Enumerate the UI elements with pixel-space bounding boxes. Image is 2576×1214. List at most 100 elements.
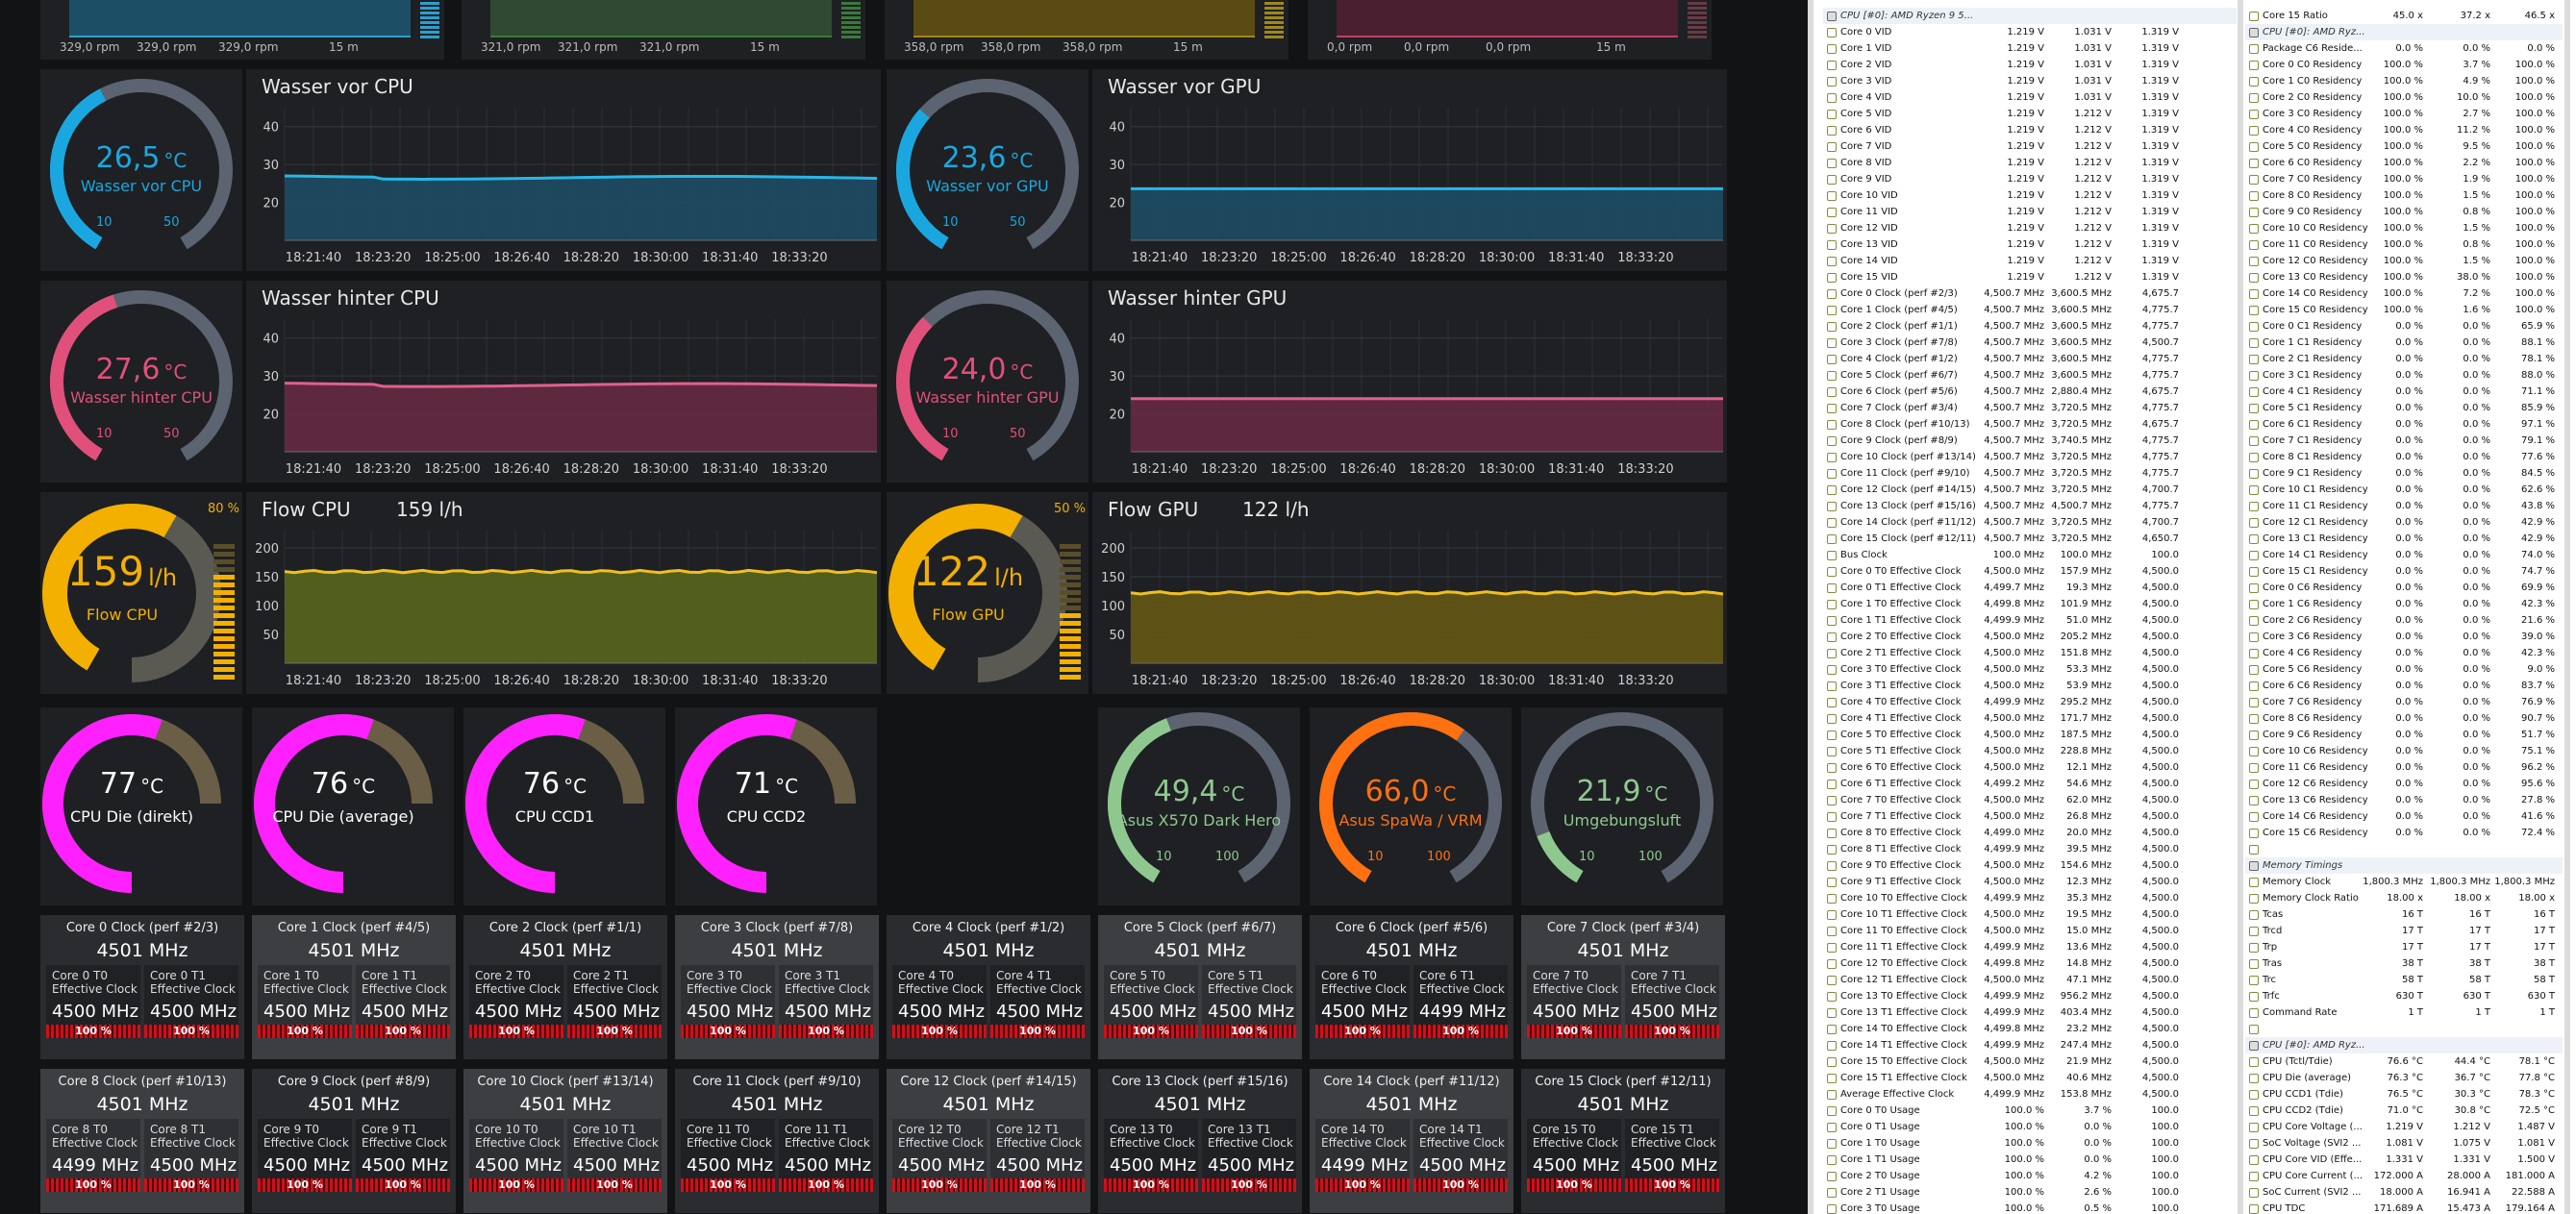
sensor-row[interactable]: Core 8 VID 1.219 V 1.212 V 1.319 V <box>1823 155 2237 171</box>
sensor-row[interactable]: Core 14 T1 Effective Clock 4,499.9 MHz 247… <box>1823 1037 2237 1053</box>
sensor-row[interactable]: Core 13 C0 Residency 100.0 % 38.0 % 100.0 % <box>2245 269 2563 285</box>
sensor-row[interactable]: Core 9 C0 Residency 100.0 % 0.8 % 100.0 % <box>2245 204 2563 220</box>
sensor-row[interactable]: Core 15 C0 Residency 100.0 % 1.6 % 100.0 % <box>2245 302 2563 318</box>
sensor-row[interactable]: Memory Clock Ratio 18.00 x 18.00 x 18.00 x <box>2245 890 2563 906</box>
sensor-row[interactable]: Core 12 Clock (perf #14/15) 4,500.7 MHz 3,… <box>1823 482 2237 498</box>
sensor-row[interactable]: Core 2 VID 1.219 V 1.031 V 1.319 V <box>1823 57 2237 73</box>
sensor-group-header[interactable]: Memory Timings <box>2245 857 2563 874</box>
sensor-row[interactable]: Core 15 Clock (perf #12/11) 4,500.7 MHz 3,… <box>1823 531 2237 547</box>
sensor-row[interactable]: CPU Die (average) 76.3 °C 36.7 °C 77.8 °C <box>2245 1070 2563 1086</box>
sensor-row[interactable]: Average Effective Clock 4,499.9 MHz 153.8 … <box>1823 1086 2237 1103</box>
sensor-row[interactable]: Core 0 T1 Effective Clock 4,499.7 MHz 19.3… <box>1823 580 2237 596</box>
sensor-row[interactable]: Core 6 T1 Effective Clock 4,499.2 MHz 54.6… <box>1823 776 2237 792</box>
sensor-row[interactable]: Core 5 Clock (perf #6/7) 4,500.7 MHz 3,600… <box>1823 367 2237 384</box>
sensor-row[interactable]: Core 2 T1 Usage 100.0 % 2.6 % 100.0 <box>1823 1184 2237 1201</box>
sensor-row[interactable]: Core 8 C1 Residency 0.0 % 0.0 % 77.6 % <box>2245 449 2563 465</box>
sensor-row[interactable]: Core 3 VID 1.219 V 1.031 V 1.319 V <box>1823 73 2237 89</box>
sensor-row[interactable]: Core 14 C0 Residency 100.0 % 7.2 % 100.0 % <box>2245 285 2563 302</box>
sensor-row[interactable]: Core 13 T0 Effective Clock 4,499.9 MHz 956… <box>1823 988 2237 1004</box>
sensor-row[interactable]: Core 10 C1 Residency 0.0 % 0.0 % 62.6 % <box>2245 482 2563 498</box>
sensor-row[interactable]: Memory Clock 1,800.3 MHz 1,800.3 MHz 1,800.… <box>2245 874 2563 890</box>
sensor-row[interactable]: Core 5 C0 Residency 100.0 % 9.5 % 100.0 % <box>2245 138 2563 155</box>
sensor-row[interactable]: Core 1 C0 Residency 100.0 % 4.9 % 100.0 % <box>2245 73 2563 89</box>
sensor-row[interactable]: Core 7 T0 Effective Clock 4,500.0 MHz 62.0… <box>1823 792 2237 808</box>
sensor-row[interactable]: Core 13 C6 Residency 0.0 % 0.0 % 27.8 % <box>2245 792 2563 808</box>
sensor-row[interactable]: Core 9 C1 Residency 0.0 % 0.0 % 84.5 % <box>2245 465 2563 482</box>
sensor-row[interactable]: Core 13 VID 1.219 V 1.212 V 1.319 V <box>1823 236 2237 253</box>
sensor-row[interactable]: Core 0 VID 1.219 V 1.031 V 1.319 V <box>1823 24 2237 40</box>
sensor-row[interactable]: Core 6 C1 Residency 0.0 % 0.0 % 97.1 % <box>2245 416 2563 433</box>
sensor-row[interactable]: Core 7 Clock (perf #3/4) 4,500.7 MHz 3,720… <box>1823 400 2237 416</box>
sensor-group-header[interactable]: CPU [#0]: AMD Ryzen 9 5... <box>1823 8 2237 24</box>
sensor-row[interactable]: Core 0 T0 Usage 100.0 % 3.7 % 100.0 <box>1823 1103 2237 1119</box>
sensor-group-header[interactable]: CPU [#0]: AMD Ryz... <box>2245 24 2563 40</box>
sensor-row[interactable]: Core 0 T1 Usage 100.0 % 0.0 % 100.0 <box>1823 1119 2237 1135</box>
sensor-row[interactable]: Core 5 C1 Residency 0.0 % 0.0 % 85.9 % <box>2245 400 2563 416</box>
sensor-row[interactable]: Core 12 T0 Effective Clock 4,499.8 MHz 14.… <box>1823 955 2237 972</box>
sensor-row[interactable]: Core 9 C6 Residency 0.0 % 0.0 % 51.7 % <box>2245 727 2563 743</box>
sensor-row[interactable]: Core 3 Clock (perf #7/8) 4,500.7 MHz 3,600… <box>1823 334 2237 351</box>
sensor-row[interactable]: Core 2 C6 Residency 0.0 % 0.0 % 21.6 % <box>2245 612 2563 629</box>
sensor-row[interactable]: Core 4 C6 Residency 0.0 % 0.0 % 42.3 % <box>2245 645 2563 661</box>
sensor-row[interactable]: Core 14 C6 Residency 0.0 % 0.0 % 41.6 % <box>2245 808 2563 825</box>
sensor-row[interactable]: Tcas 16 T 16 T 16 T <box>2245 906 2563 923</box>
sensor-row[interactable]: Command Rate 1 T 1 T 1 T <box>2245 1004 2563 1021</box>
sensor-row[interactable]: Core 14 C1 Residency 0.0 % 0.0 % 74.0 % <box>2245 547 2563 563</box>
sensor-row[interactable]: Trp 17 T 17 T 17 T <box>2245 939 2563 955</box>
sensor-row[interactable]: Core 2 C1 Residency 0.0 % 0.0 % 78.1 % <box>2245 351 2563 367</box>
sensor-row[interactable]: Core 5 T1 Effective Clock 4,500.0 MHz 228.… <box>1823 743 2237 759</box>
sensor-row[interactable]: Core 5 VID 1.219 V 1.212 V 1.319 V <box>1823 106 2237 122</box>
sensor-row[interactable]: Core 8 Clock (perf #10/13) 4,500.7 MHz 3,7… <box>1823 416 2237 433</box>
sensor-row[interactable]: Core 2 C0 Residency 100.0 % 10.0 % 100.0 % <box>2245 89 2563 106</box>
sensor-row[interactable]: Core 14 VID 1.219 V 1.212 V 1.319 V <box>1823 253 2237 269</box>
sensor-row[interactable]: Core 4 VID 1.219 V 1.031 V 1.319 V <box>1823 89 2237 106</box>
sensor-row[interactable]: Core 11 VID 1.219 V 1.212 V 1.319 V <box>1823 204 2237 220</box>
sensor-row[interactable]: SoC Voltage (SVI2 ... 1.081 V 1.075 V 1.081… <box>2245 1135 2563 1152</box>
sensor-row[interactable]: Core 6 C0 Residency 100.0 % 2.2 % 100.0 % <box>2245 155 2563 171</box>
sensor-row[interactable]: Core 14 T0 Effective Clock 4,499.8 MHz 23.… <box>1823 1021 2237 1037</box>
sensor-row[interactable]: Core 10 C0 Residency 100.0 % 1.5 % 100.0 % <box>2245 220 2563 236</box>
sensor-row[interactable]: Core 1 Clock (perf #4/5) 4,500.7 MHz 3,600… <box>1823 302 2237 318</box>
sensor-row[interactable]: Core 4 C0 Residency 100.0 % 11.2 % 100.0 % <box>2245 122 2563 138</box>
sensor-row[interactable]: Trc 58 T 58 T 58 T <box>2245 972 2563 988</box>
sensor-row[interactable]: Core 4 T0 Effective Clock 4,499.9 MHz 295.… <box>1823 694 2237 710</box>
sensor-row[interactable]: Core 4 T1 Effective Clock 4,500.0 MHz 171.… <box>1823 710 2237 727</box>
sensor-row[interactable]: Trcd 17 T 17 T 17 T <box>2245 923 2563 939</box>
sensor-row[interactable]: Core 2 T0 Usage 100.0 % 4.2 % 100.0 <box>1823 1168 2237 1184</box>
sensor-row[interactable]: Tras 38 T 38 T 38 T <box>2245 955 2563 972</box>
sensor-row[interactable]: Core 12 C0 Residency 100.0 % 1.5 % 100.0 % <box>2245 253 2563 269</box>
hwinfo-column-separator[interactable] <box>2238 0 2243 1214</box>
sensor-row[interactable]: Core 3 C1 Residency 0.0 % 0.0 % 88.0 % <box>2245 367 2563 384</box>
sensor-row[interactable]: Core 5 C6 Residency 0.0 % 0.0 % 9.0 % <box>2245 661 2563 678</box>
sensor-row[interactable] <box>2245 841 2563 857</box>
sensor-row[interactable]: Core 9 T1 Effective Clock 4,500.0 MHz 12.3… <box>1823 874 2237 890</box>
sensor-row[interactable]: Core 2 Clock (perf #1/1) 4,500.7 MHz 3,600… <box>1823 318 2237 334</box>
sensor-row[interactable]: Core 1 T0 Usage 100.0 % 0.0 % 100.0 <box>1823 1135 2237 1152</box>
sensor-row[interactable]: Core 1 C1 Residency 0.0 % 0.0 % 88.1 % <box>2245 334 2563 351</box>
sensor-row[interactable]: Core 8 T0 Effective Clock 4,499.0 MHz 20.0… <box>1823 825 2237 841</box>
sensor-row[interactable]: Core 8 T1 Effective Clock 4,499.9 MHz 39.5… <box>1823 841 2237 857</box>
sensor-row[interactable]: Core 7 T1 Effective Clock 4,500.0 MHz 26.8… <box>1823 808 2237 825</box>
sensor-row[interactable]: Core 15 C6 Residency 0.0 % 0.0 % 72.4 % <box>2245 825 2563 841</box>
sensor-row[interactable]: Core 9 Clock (perf #8/9) 4,500.7 MHz 3,740… <box>1823 433 2237 449</box>
sensor-row[interactable]: Core 3 T0 Usage 100.0 % 0.5 % 100.0 <box>1823 1201 2237 1214</box>
sensor-row[interactable]: Core 13 C1 Residency 0.0 % 0.0 % 42.9 % <box>2245 531 2563 547</box>
sensor-row[interactable]: Core 15 C1 Residency 0.0 % 0.0 % 74.7 % <box>2245 563 2563 580</box>
sensor-row[interactable]: Bus Clock 100.0 MHz 100.0 MHz 100.0 <box>1823 547 2237 563</box>
sensor-row[interactable]: Core 3 T1 Effective Clock 4,500.0 MHz 53.9… <box>1823 678 2237 694</box>
sensor-row[interactable]: Core 10 T0 Effective Clock 4,499.9 MHz 35.… <box>1823 890 2237 906</box>
sensor-row[interactable]: Core 15 Ratio 45.0 x 37.2 x 46.5 x <box>2245 8 2563 24</box>
sensor-row[interactable]: Core 3 C0 Residency 100.0 % 2.7 % 100.0 % <box>2245 106 2563 122</box>
sensor-row[interactable]: Core 7 C6 Residency 0.0 % 0.0 % 76.9 % <box>2245 694 2563 710</box>
sensor-row[interactable]: Core 13 T1 Effective Clock 4,499.9 MHz 403… <box>1823 1004 2237 1021</box>
sensor-row[interactable]: Core 6 Clock (perf #5/6) 4,500.7 MHz 2,880… <box>1823 384 2237 400</box>
sensor-row[interactable]: Core 9 VID 1.219 V 1.212 V 1.319 V <box>1823 171 2237 187</box>
sensor-row[interactable]: Core 15 T1 Effective Clock 4,500.0 MHz 40.… <box>1823 1070 2237 1086</box>
sensor-row[interactable]: Core 5 T0 Effective Clock 4,500.0 MHz 187.… <box>1823 727 2237 743</box>
sensor-row[interactable]: Core 1 C6 Residency 0.0 % 0.0 % 42.3 % <box>2245 596 2563 612</box>
sensor-row[interactable]: Core 2 T1 Effective Clock 4,500.0 MHz 151.… <box>1823 645 2237 661</box>
sensor-row[interactable]: Core 0 C1 Residency 0.0 % 0.0 % 65.9 % <box>2245 318 2563 334</box>
sensor-row[interactable]: Core 1 T1 Effective Clock 4,499.9 MHz 51.0… <box>1823 612 2237 629</box>
sensor-row[interactable]: Core 1 T1 Usage 100.0 % 0.0 % 100.0 <box>1823 1152 2237 1168</box>
sensor-row[interactable]: Core 0 C0 Residency 100.0 % 3.7 % 100.0 % <box>2245 57 2563 73</box>
